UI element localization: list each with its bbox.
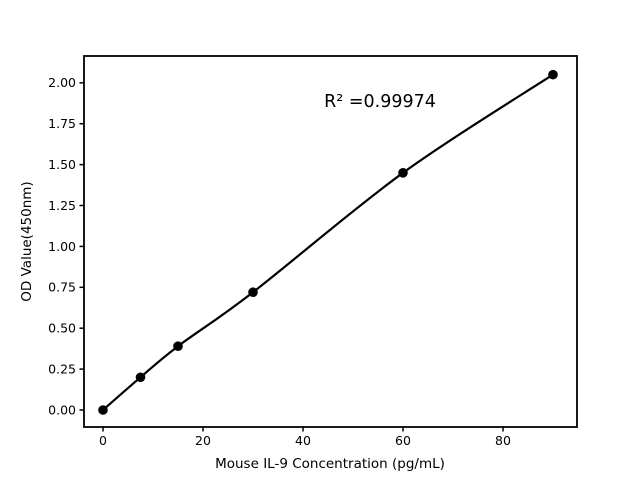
plot-layer: 0 20 40 60 80 0.00 0.25 0.50 0.75 1.00 1.25 1.50 1.7… [48, 55, 578, 448]
fit-curve [101, 73, 555, 412]
y-tick-label: 0.00 [48, 402, 76, 417]
x-tick-label: 60 [395, 433, 411, 448]
x-tick-label: 0 [99, 433, 107, 448]
y-tick-label: 0.75 [48, 280, 76, 295]
y-tick-label: 1.50 [48, 157, 76, 172]
y-tick-label: 1.25 [48, 198, 76, 213]
data-point-marker [135, 372, 146, 383]
data-point-marker [173, 341, 183, 351]
plot-border [83, 55, 578, 428]
x-tick-label: 40 [295, 433, 311, 448]
r-squared-annotation: R² =0.99974 [324, 92, 436, 112]
x-tick-label: 20 [195, 433, 211, 448]
y-tick-label: 1.75 [48, 116, 76, 131]
x-tick-label: 80 [495, 433, 511, 448]
data-point-marker [548, 69, 558, 80]
y-tick-label: 0.50 [48, 321, 76, 336]
y-tick-label: 1.00 [48, 239, 76, 254]
y-axis-label: OD Value(450nm) [19, 181, 35, 301]
y-tick-label: 2.00 [48, 75, 76, 90]
data-point-marker [248, 287, 258, 298]
x-axis-label: Mouse IL-9 Concentration (pg/mL) [215, 456, 445, 472]
y-tick-label: 0.25 [48, 361, 76, 376]
data-point-marker [98, 405, 108, 415]
data-point-marker [398, 167, 408, 178]
